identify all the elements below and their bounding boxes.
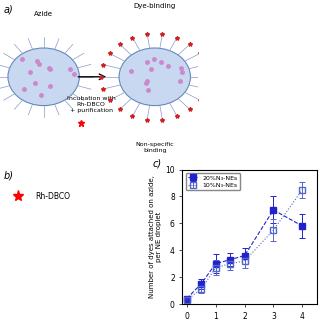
Legend: 20%N₃-NEs, 10%N₃-NEs: 20%N₃-NEs, 10%N₃-NEs — [186, 173, 240, 190]
Text: a): a) — [4, 5, 14, 15]
Text: Non-specific
binding: Non-specific binding — [135, 142, 174, 153]
Text: Rh-DBCO: Rh-DBCO — [35, 192, 70, 201]
Text: Incubation with
Rh-DBCO
+ purification: Incubation with Rh-DBCO + purification — [67, 96, 116, 113]
Y-axis label: Number of dyes attached on azide,
per NE droplet: Number of dyes attached on azide, per NE… — [149, 175, 162, 298]
Text: Dye-binding: Dye-binding — [134, 3, 176, 9]
Text: b): b) — [4, 171, 13, 181]
Circle shape — [119, 48, 190, 106]
Text: c): c) — [153, 159, 162, 169]
Circle shape — [8, 48, 79, 106]
Text: Azide: Azide — [34, 11, 53, 17]
